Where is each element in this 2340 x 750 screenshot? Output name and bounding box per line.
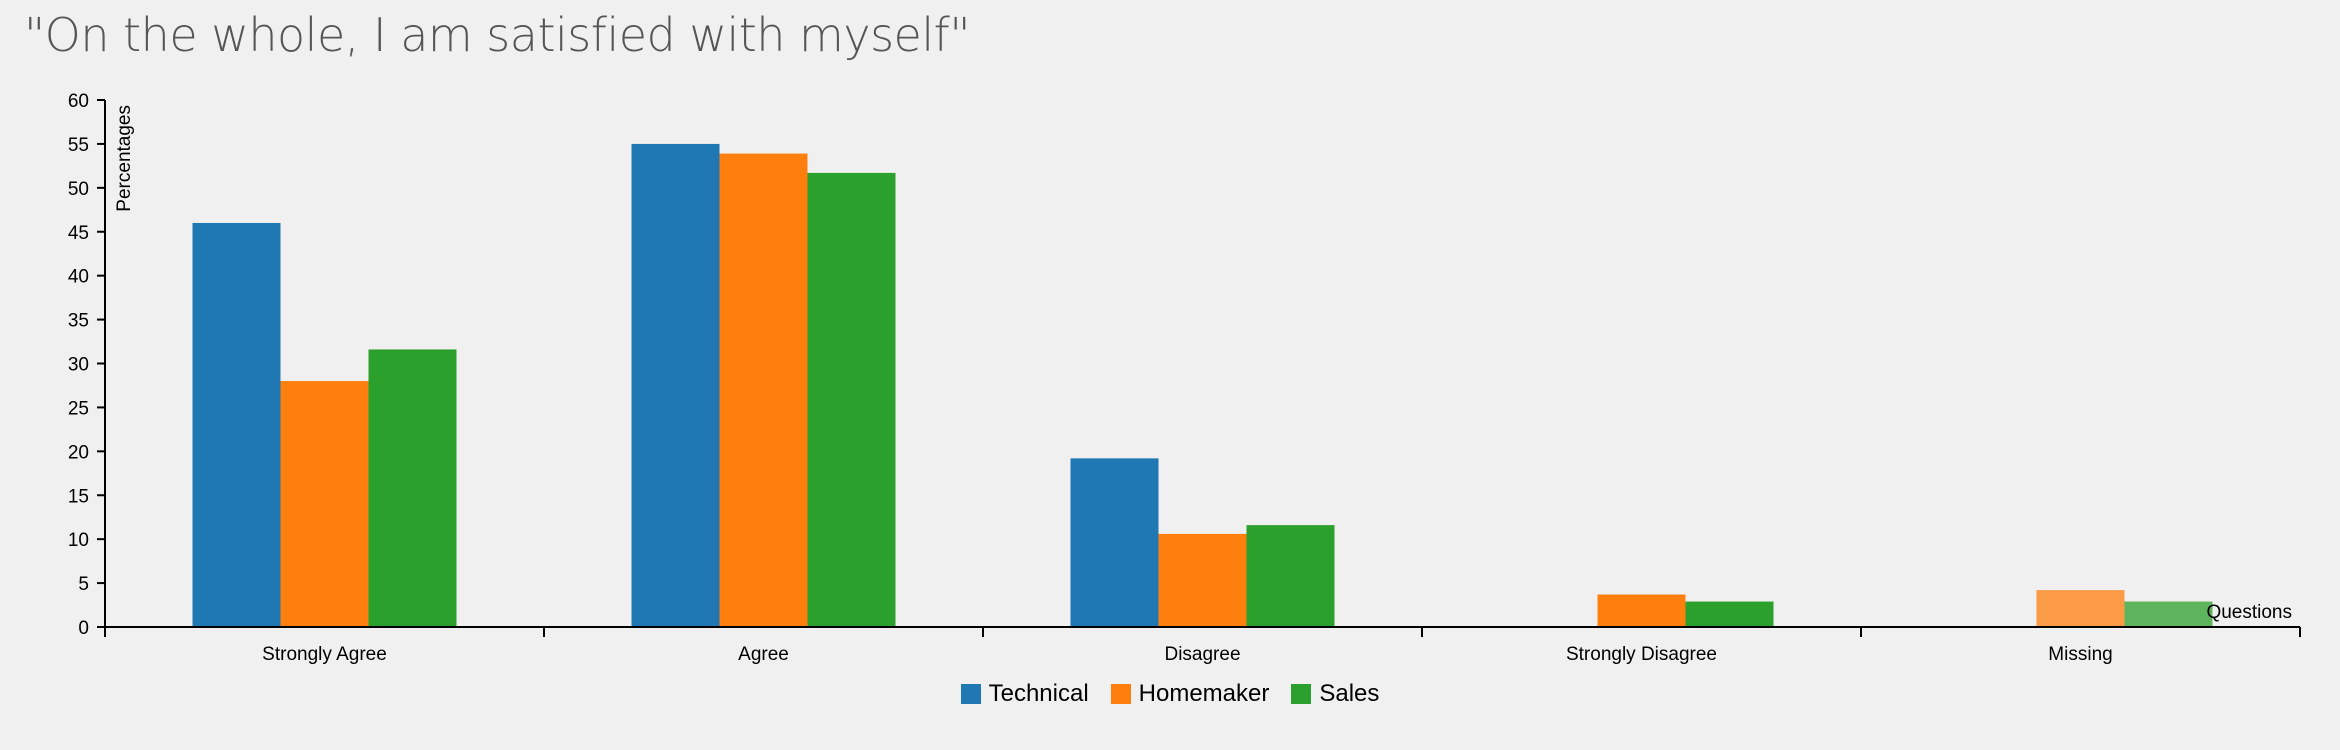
y-tick-label: 15: [68, 486, 89, 507]
chart-legend: Technical Homemaker Sales: [0, 680, 2340, 708]
y-tick-label: 30: [68, 355, 89, 376]
bar-sales-4: [2124, 601, 2213, 627]
bar-homemaker-2: [1158, 533, 1247, 627]
bar-sales-3: [1685, 601, 1774, 627]
x-tick-label: Strongly Agree: [262, 644, 387, 665]
x-axis-title: Questions: [2206, 602, 2292, 623]
bar-chart: 0 5 10 15 20 25 30 35 40 45 50 55 60 Percentages Stron…: [68, 91, 2301, 665]
legend-item-homemaker: Homemaker: [1110, 680, 1270, 708]
legend-swatch: [1110, 684, 1131, 704]
legend-label: Homemaker: [1138, 680, 1270, 707]
y-tick-label: 35: [68, 311, 89, 332]
chart-title: "On the whole, I am satisfied with mysel…: [24, 8, 971, 62]
y-axis-title: Percentages: [114, 105, 135, 212]
y-tick-label: 10: [68, 530, 89, 551]
y-tick-label: 0: [78, 618, 89, 639]
legend-item-technical: Technical: [960, 680, 1089, 708]
y-tick-label: 50: [68, 179, 89, 200]
bar-homemaker-0: [280, 381, 369, 627]
bar-sales-1: [807, 172, 896, 627]
legend-swatch: [1291, 684, 1312, 704]
y-tick-label: 45: [68, 223, 89, 244]
legend-item-sales: Sales: [1291, 680, 1379, 708]
x-tick-label: Strongly Disagree: [1566, 644, 1717, 665]
y-tick-label: 60: [68, 91, 89, 112]
bar-technical-0: [192, 222, 281, 627]
bar-homemaker-4: [2036, 590, 2125, 627]
legend-label: Technical: [988, 680, 1089, 707]
bar-technical-2: [1070, 458, 1159, 627]
bar-sales-2: [1246, 525, 1335, 627]
bar-homemaker-1: [719, 153, 808, 627]
legend-label: Sales: [1319, 680, 1380, 707]
bar-sales-0: [368, 349, 457, 627]
y-tick-label: 55: [68, 135, 89, 156]
y-tick-label: 25: [68, 398, 89, 419]
bar-homemaker-3: [1597, 594, 1686, 627]
y-tick-label: 5: [78, 574, 89, 595]
x-tick-label: Missing: [2048, 644, 2112, 665]
y-tick-label: 40: [68, 267, 89, 288]
bar-technical-1: [631, 143, 720, 627]
y-tick-label: 20: [68, 442, 89, 463]
x-tick-label: Agree: [738, 644, 789, 665]
x-tick-label: Disagree: [1164, 644, 1240, 665]
legend-swatch: [960, 684, 981, 704]
